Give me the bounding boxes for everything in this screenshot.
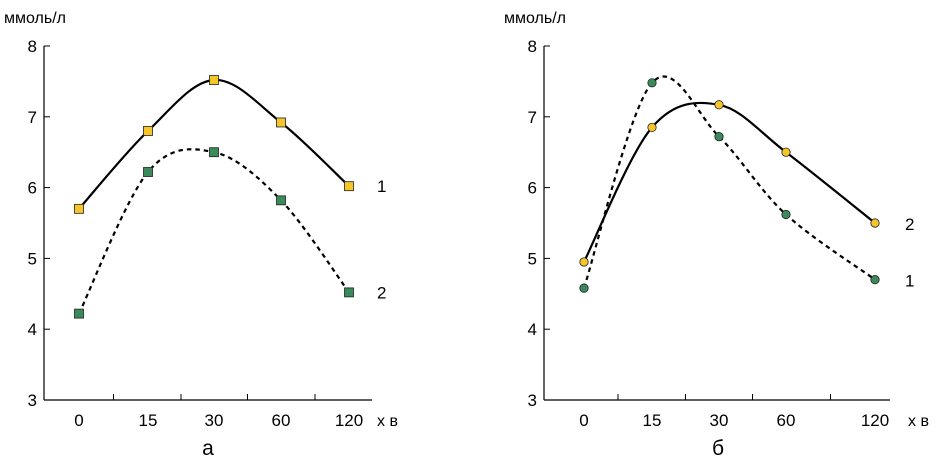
y-tick-label: 3 (28, 391, 37, 410)
y-tick-label: 3 (528, 391, 537, 410)
series-label: 2 (377, 283, 386, 302)
panel-label: а (202, 437, 214, 460)
series-line (582, 75, 876, 289)
data-point (870, 218, 880, 228)
data-point (579, 283, 589, 293)
data-point (143, 126, 153, 136)
x-tick-label: 0 (74, 411, 83, 430)
data-point (276, 195, 286, 206)
data-point (74, 203, 84, 214)
data-point (209, 75, 219, 85)
data-point (209, 147, 219, 158)
x-tick-label: 15 (643, 411, 662, 430)
data-point (647, 122, 657, 133)
series-label: 2 (905, 215, 914, 234)
y-tick-label: 7 (528, 108, 537, 127)
series-line (583, 101, 876, 263)
series-line (78, 148, 350, 315)
x-tick-label: 30 (205, 411, 224, 430)
series-line (78, 78, 350, 210)
x-tick-label: 60 (272, 411, 291, 430)
series-label: 1 (905, 272, 914, 291)
data-point (647, 78, 657, 88)
y-tick-label: 6 (28, 179, 37, 198)
panel-label: б (712, 437, 724, 460)
series-label: 1 (377, 177, 386, 196)
data-point (143, 167, 153, 177)
x-tick-label: 30 (710, 411, 729, 430)
y-tick-label: 8 (528, 37, 537, 56)
data-point (870, 275, 880, 285)
data-point (344, 181, 354, 192)
data-point (781, 209, 791, 220)
y-tick-label: 5 (28, 249, 37, 268)
data-point (579, 257, 589, 267)
x-axis-title: х в (377, 413, 398, 430)
y-axis-title: ммоль/л (504, 10, 566, 27)
y-tick-label: 5 (528, 249, 537, 268)
y-axis-title: ммоль/л (4, 10, 66, 27)
data-point (344, 287, 354, 298)
x-tick-label: 15 (139, 411, 158, 430)
x-tick-label: 120 (861, 411, 889, 430)
data-point (781, 147, 791, 157)
y-tick-label: 8 (28, 37, 37, 56)
y-tick-label: 6 (528, 179, 537, 198)
data-point (714, 100, 724, 110)
y-tick-label: 4 (528, 320, 537, 339)
x-tick-label: 60 (777, 411, 796, 430)
x-axis-title: х в (908, 413, 929, 430)
data-point (714, 132, 724, 142)
y-tick-label: 7 (28, 108, 37, 127)
data-point (276, 117, 286, 128)
x-tick-label: 120 (335, 411, 363, 430)
y-tick-label: 4 (28, 320, 37, 339)
x-tick-label: 0 (579, 411, 588, 430)
data-point (74, 308, 84, 319)
